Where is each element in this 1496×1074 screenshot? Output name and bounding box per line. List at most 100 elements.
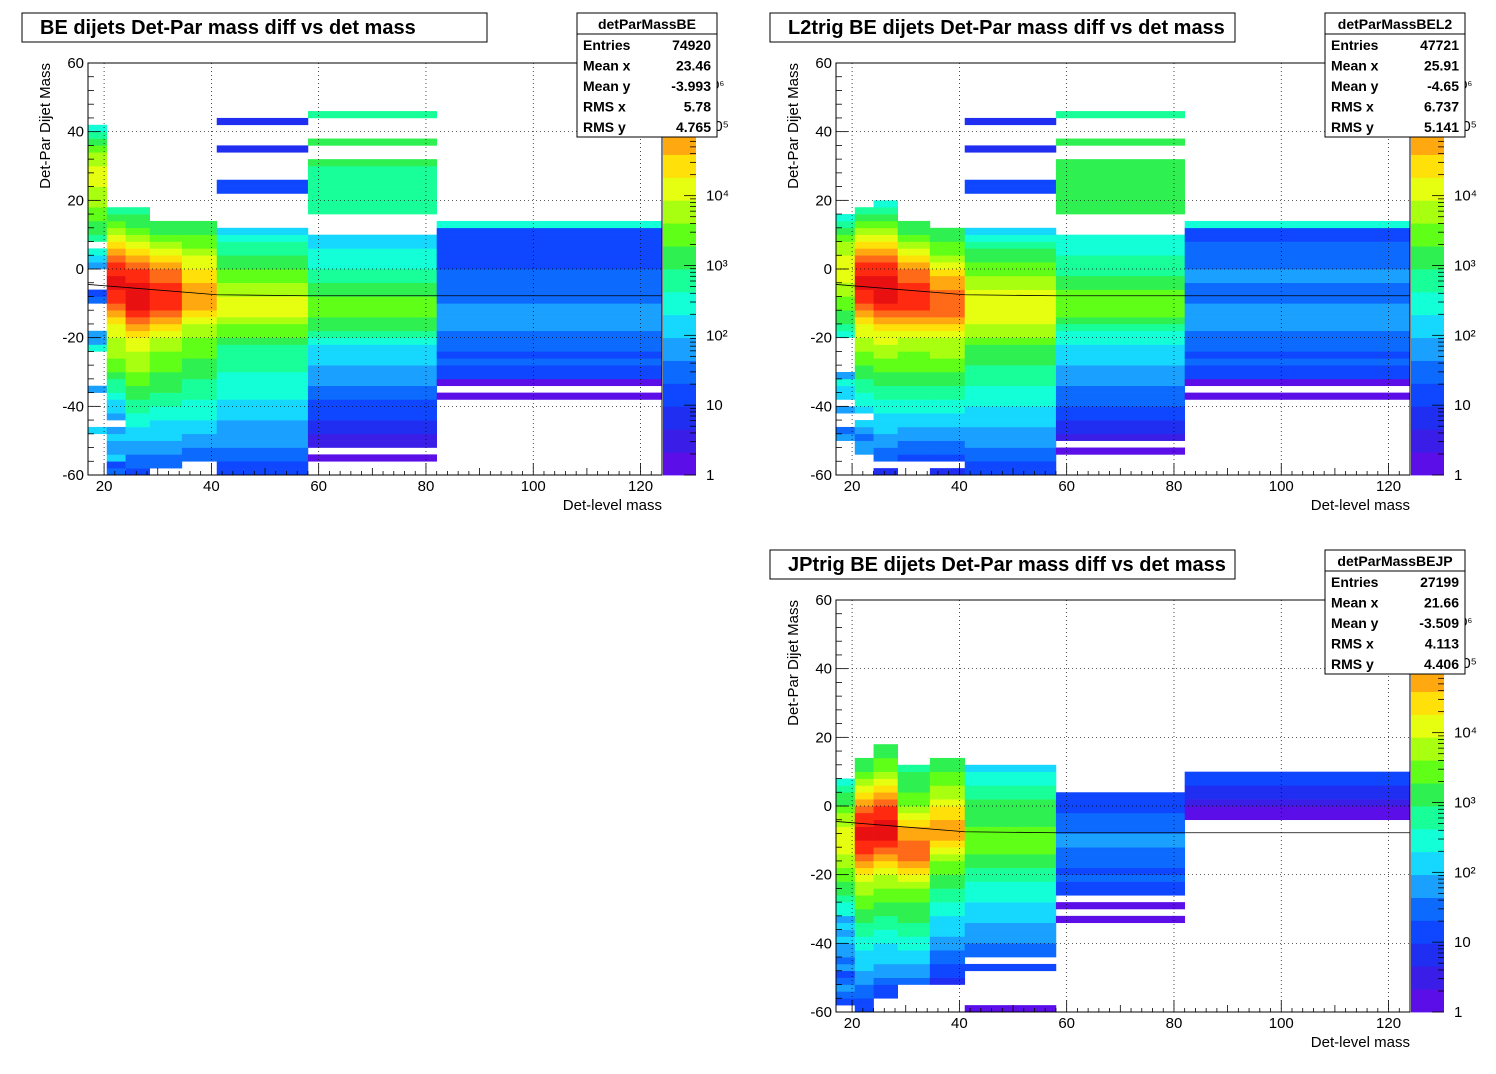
heatmap-cell xyxy=(964,241,1057,249)
x-tick-label: 120 xyxy=(1376,1015,1401,1032)
heatmap-cell xyxy=(436,227,663,235)
heatmap-cell xyxy=(964,310,1057,318)
y-tick-label: 0 xyxy=(76,261,84,278)
stats-label: RMS x xyxy=(583,99,626,115)
color-scale-band xyxy=(663,360,696,384)
heatmap-cell xyxy=(929,929,966,937)
heatmap-cell xyxy=(929,806,966,814)
stats-value: 27199 xyxy=(1420,574,1459,590)
z-tick-label: 10³ xyxy=(706,258,728,275)
heatmap-cell xyxy=(1055,323,1185,332)
heatmap-cell xyxy=(1055,792,1185,800)
y-tick-label: -40 xyxy=(810,935,832,952)
heatmap-cell xyxy=(897,433,931,441)
heatmap-cell xyxy=(1055,262,1185,270)
heatmap-cell xyxy=(836,970,856,978)
heatmap-cell xyxy=(1055,854,1185,862)
x-axis: 20 40 60 80 100 120 Det-level mass xyxy=(96,463,663,514)
heatmap-cell xyxy=(873,262,898,270)
heatmap-cell xyxy=(1055,337,1185,345)
heatmap-cell xyxy=(929,385,966,393)
heatmap-cell xyxy=(181,262,218,270)
heatmap-cell xyxy=(964,145,1057,153)
heatmap-cell xyxy=(964,275,1057,284)
heatmap-cell xyxy=(897,392,931,400)
heatmap-cell xyxy=(929,902,966,910)
heatmap-cell xyxy=(929,950,966,958)
heatmap-cell xyxy=(964,406,1057,414)
heatmap-cell xyxy=(216,289,309,297)
heatmap-cell xyxy=(149,303,183,311)
heatmap-cell xyxy=(897,262,931,270)
heatmap-cell xyxy=(854,426,874,435)
heatmap-cell xyxy=(964,337,1057,345)
heatmap-cell xyxy=(836,929,856,937)
heatmap-cell xyxy=(854,289,874,297)
heatmap-cell xyxy=(1184,234,1411,242)
heatmap-cell xyxy=(854,440,874,448)
heatmap-cell xyxy=(873,860,898,869)
heatmap-cell xyxy=(307,317,437,325)
heatmap-cell xyxy=(873,888,898,896)
color-scale-band xyxy=(1411,851,1444,876)
heatmap-cell xyxy=(106,378,126,387)
heatmap-cell xyxy=(873,220,898,229)
heatmap-cell xyxy=(854,833,874,841)
heatmap-cell xyxy=(929,963,966,972)
heatmap-cell xyxy=(854,984,874,992)
heatmap-cell xyxy=(873,991,898,999)
heatmap-cell xyxy=(854,269,874,277)
heatmap-cell xyxy=(897,406,931,414)
heatmap-cell xyxy=(964,440,1057,448)
stats-label: Mean y xyxy=(1331,78,1379,94)
heatmap-cell xyxy=(149,426,183,435)
heatmap-cell xyxy=(897,943,931,951)
heatmap-cell xyxy=(1184,275,1411,284)
heatmap-cell xyxy=(125,296,150,304)
heatmap-cell xyxy=(216,186,309,194)
color-scale-band xyxy=(1411,966,1444,990)
heatmap-cell xyxy=(836,950,856,958)
stats-value: -4.65 xyxy=(1427,78,1459,94)
heatmap-cell xyxy=(964,854,1057,862)
profile-line xyxy=(835,284,1410,297)
heatmap-cell xyxy=(836,957,856,965)
heatmap-cell xyxy=(106,241,126,249)
heatmap-cell xyxy=(897,909,931,917)
heatmap-cell xyxy=(897,963,931,972)
heatmap-cell xyxy=(897,764,931,772)
heatmap-cell xyxy=(836,963,856,972)
heatmap-cell xyxy=(125,323,150,332)
heatmap-cell xyxy=(181,351,218,359)
heatmap-cell xyxy=(929,392,966,400)
heatmap-cell xyxy=(964,385,1057,393)
heatmap-cell xyxy=(216,447,309,455)
heatmap-cell xyxy=(1055,888,1185,896)
heatmap-cell xyxy=(836,847,856,855)
heatmap-cell xyxy=(307,365,437,373)
heatmap-cell xyxy=(1184,806,1411,814)
heatmap-cell xyxy=(897,413,931,421)
heatmap-cell xyxy=(88,330,108,338)
heatmap-cell xyxy=(897,922,931,930)
heatmap-cell xyxy=(836,392,856,400)
histogram-panel-be: 20 40 60 80 100 120 Det-level mass -60 -40 -20 0 20… xyxy=(0,0,748,530)
heatmap-cell xyxy=(873,323,898,332)
heatmap-cell xyxy=(964,819,1057,827)
heatmap-cell xyxy=(836,785,856,793)
heatmap-cell xyxy=(216,248,309,256)
heatmap-cell xyxy=(873,337,898,345)
heatmap-cell xyxy=(88,145,108,153)
heatmap-cell xyxy=(836,812,856,821)
heatmap-cell xyxy=(929,241,966,249)
x-tick-label: 100 xyxy=(521,478,546,495)
heatmap-cell xyxy=(106,426,126,435)
heatmap-cell xyxy=(964,950,1057,958)
heatmap-cell xyxy=(964,426,1057,435)
heatmap-cell xyxy=(149,378,183,387)
heatmap-cell xyxy=(929,757,966,766)
stats-name: detParMassBE xyxy=(598,16,696,32)
heatmap-cell xyxy=(181,365,218,373)
heatmap-cell xyxy=(929,867,966,875)
heatmap-cell xyxy=(929,799,966,807)
